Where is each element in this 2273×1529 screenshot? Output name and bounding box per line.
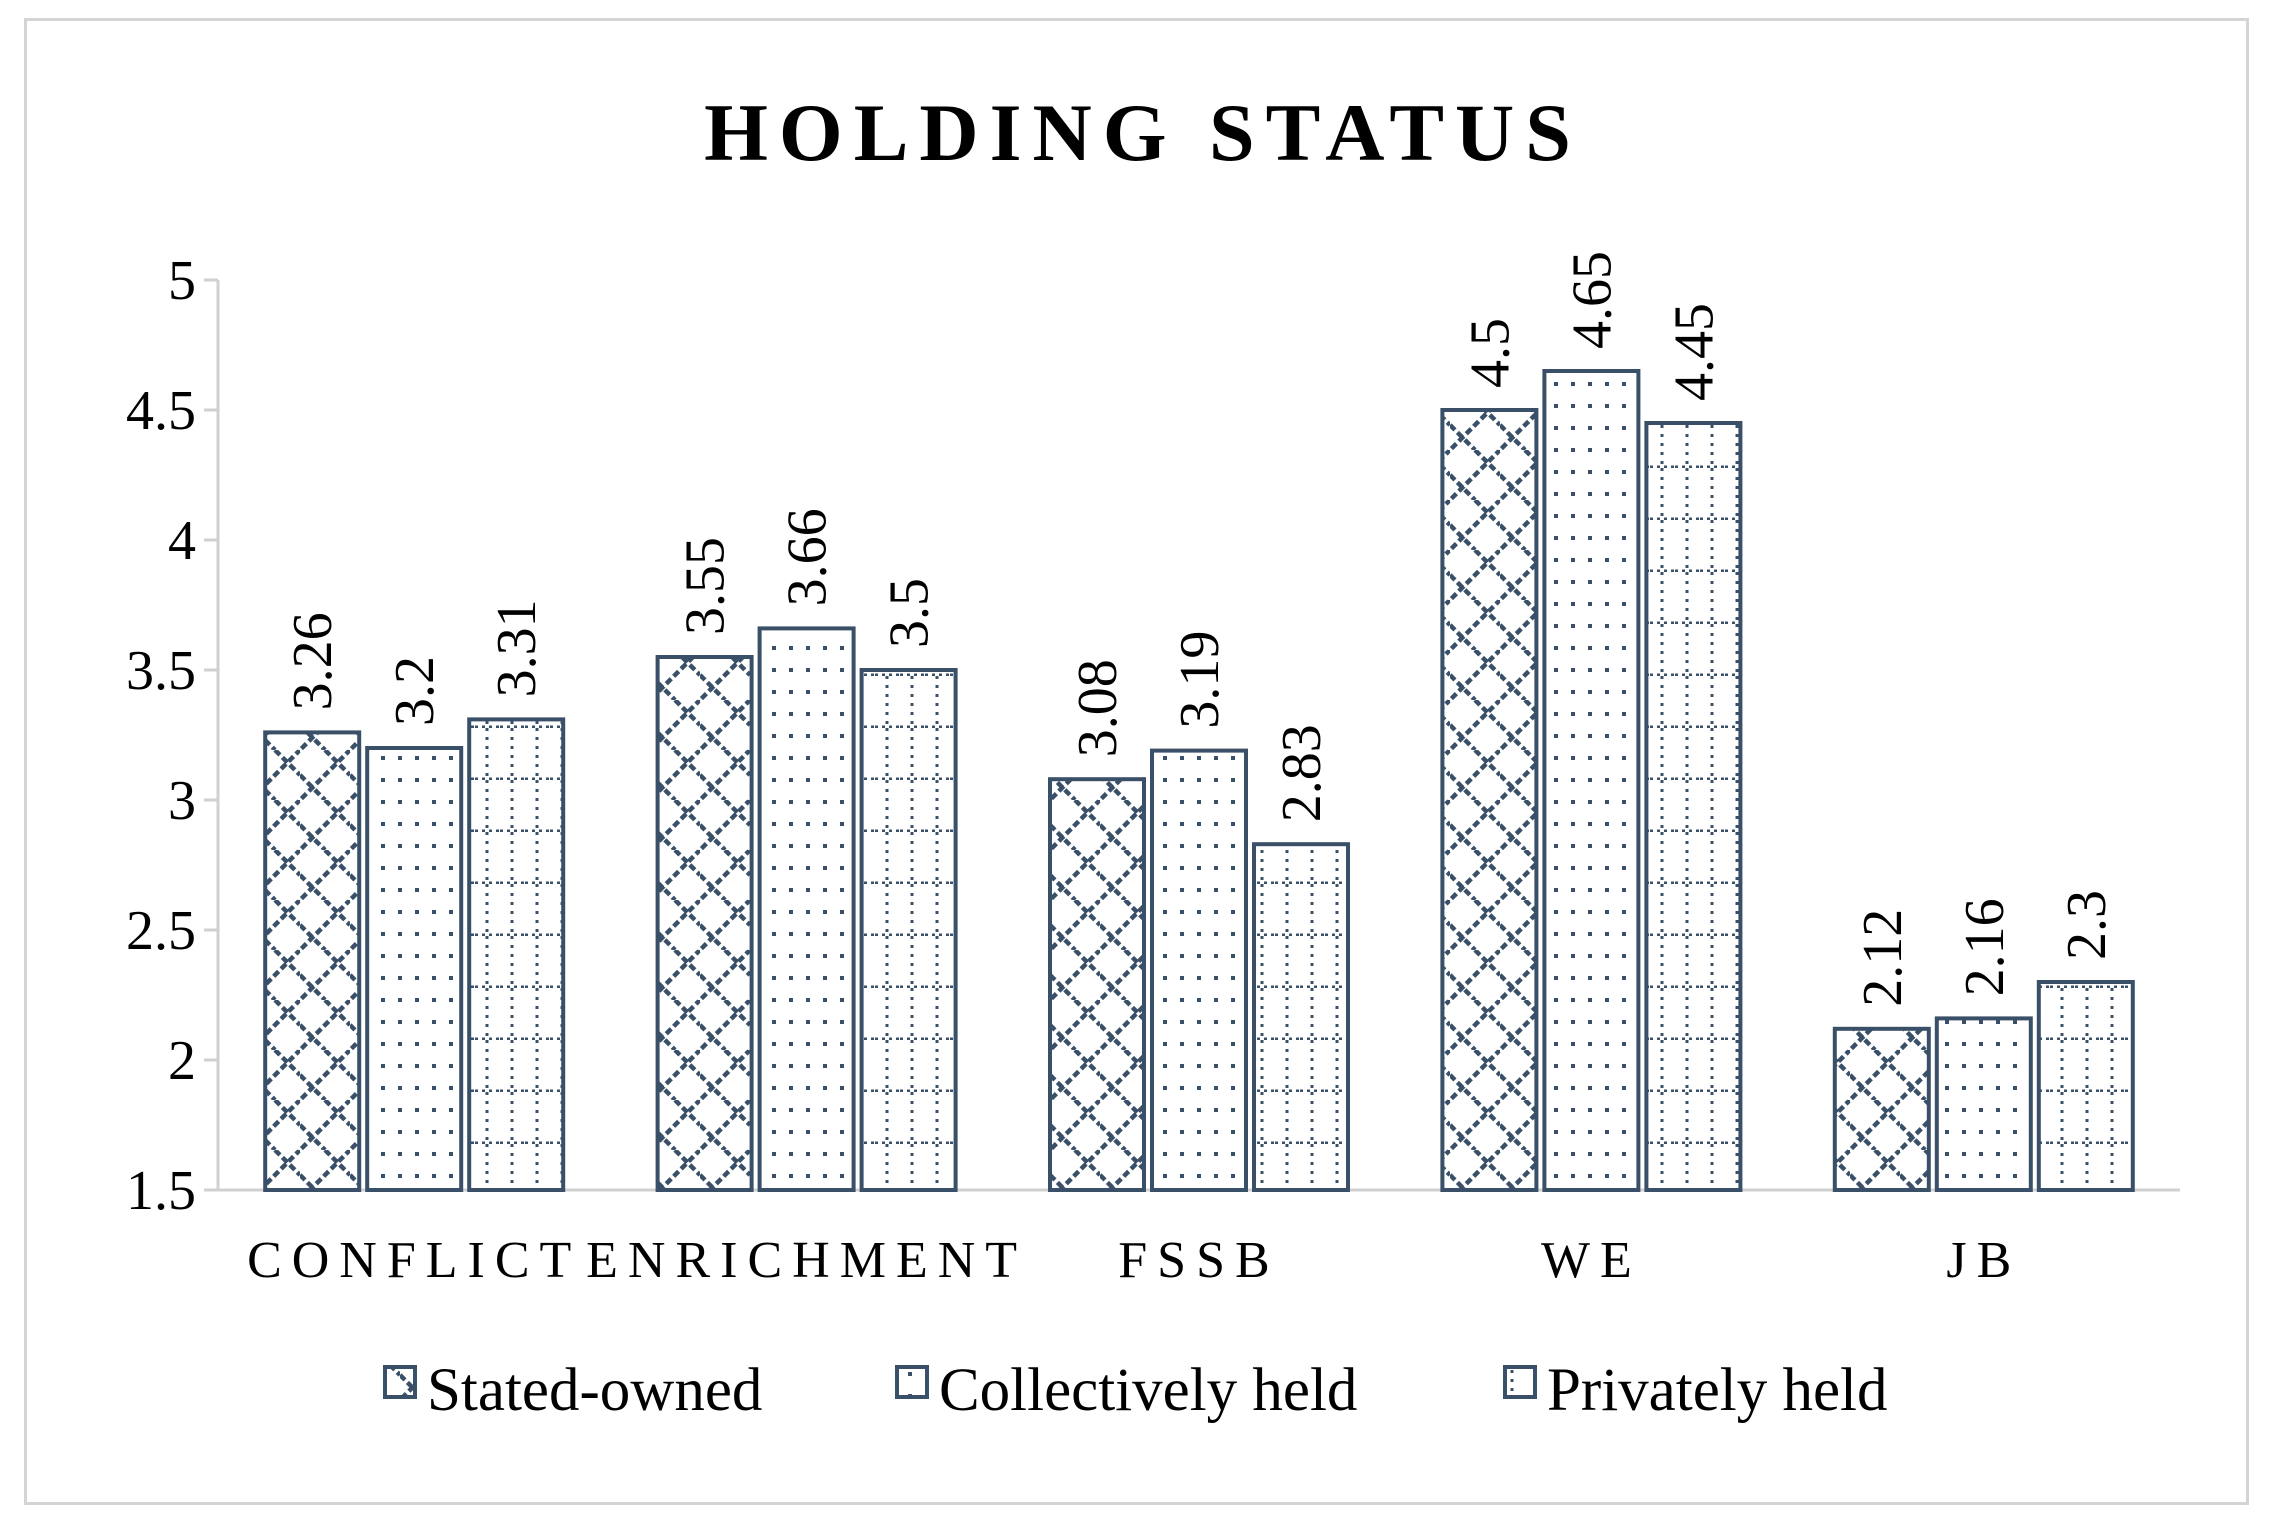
legend-swatch [383,1365,417,1399]
data-label: 3.19 [1169,631,1231,729]
bar-privately-held-enrichment [859,668,958,1192]
data-label: 3.55 [675,537,737,635]
y-tick-label: 3 [168,770,196,832]
data-label: 3.2 [384,656,446,726]
data-label: 3.31 [486,599,548,697]
bar-collectively-held-we [1542,369,1641,1192]
data-label: 2.12 [1852,909,1914,1007]
y-tick-label: 4 [168,510,196,572]
data-label: 3.26 [282,612,344,710]
bar-collectively-held-conflict [365,746,464,1192]
data-label: 3.08 [1067,659,1129,757]
y-axis: 1.5 2 2.5 3 3.5 4 4.5 5 [126,250,220,1222]
data-label: 4.5 [1459,318,1521,388]
bar-series-group [263,369,2135,1193]
y-tick-label: 1.5 [126,1160,196,1222]
legend-swatch [895,1365,929,1399]
y-tick-label: 2 [168,1030,196,1092]
legend: Stated-owned Collectively held Privately h… [383,1357,1888,1424]
legend-label: Collectively held [939,1357,1357,1424]
data-label: 3.5 [879,578,941,648]
legend-item-collectively-held: Collectively held [895,1357,1357,1424]
data-label: 2.3 [2056,890,2118,960]
bar-collectively-held-enrichment [757,626,856,1192]
legend-swatch [1503,1365,1537,1399]
bar-privately-held-fssb [1252,842,1350,1192]
y-tick-label: 5 [168,250,196,312]
x-category-label: CONFLICT [247,1232,581,1289]
bar-stated-owned-conflict [263,730,362,1193]
bar-collectively-held-fssb [1150,748,1248,1192]
bar-stated-owned-we [1440,408,1539,1192]
data-label: 4.45 [1663,303,1725,401]
legend-item-privately-held: Privately held [1503,1357,1888,1424]
x-category-label: ENRICHMENT [586,1232,1027,1289]
x-category-label: JB [1946,1232,2021,1289]
x-category-label: WE [1541,1232,1642,1289]
bar-privately-held-jb [2036,980,2135,1192]
y-tick-label: 3.5 [126,640,196,702]
legend-item-stated-owned: Stated-owned [383,1357,762,1424]
bar-collectively-held-jb [1934,1016,2033,1193]
category-labels-group: CONFLICT ENRICHMENT FSSB WE JB [247,1232,2021,1289]
data-label: 4.65 [1561,251,1623,349]
bar-stated-owned-fssb [1048,777,1146,1192]
y-tick-label: 4.5 [126,380,196,442]
data-label: 3.66 [777,508,839,606]
bar-stated-owned-enrichment [655,655,754,1192]
bar-stated-owned-jb [1832,1026,1931,1193]
chart-title: HOLDING STATUS [704,87,1582,178]
data-label: 2.83 [1271,724,1333,822]
data-label: 2.16 [1954,898,2016,996]
y-tick-label: 2.5 [126,900,196,962]
legend-label: Privately held [1547,1357,1888,1424]
legend-label: Stated-owned [427,1357,762,1424]
bar-privately-held-conflict [467,717,566,1193]
x-category-label: FSSB [1118,1232,1279,1289]
data-labels-group: 3.26 3.2 3.31 3.55 3.66 3.5 3.08 3.19 2.83 4.5 4.6… [282,251,2118,1007]
bar-privately-held-we [1644,421,1743,1192]
